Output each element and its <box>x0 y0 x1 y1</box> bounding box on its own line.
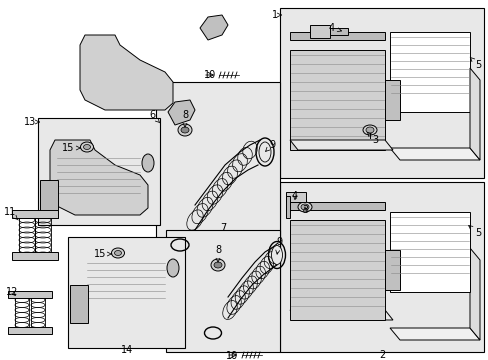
Bar <box>12 252 58 260</box>
Ellipse shape <box>83 144 90 149</box>
Bar <box>68 237 184 348</box>
Ellipse shape <box>167 259 179 277</box>
Polygon shape <box>469 68 479 160</box>
Bar <box>329 28 347 35</box>
Ellipse shape <box>111 248 124 258</box>
Text: 8: 8 <box>215 245 221 262</box>
Bar <box>285 196 289 218</box>
Text: 15: 15 <box>94 249 112 259</box>
Bar <box>389 212 469 292</box>
Text: 6: 6 <box>149 110 160 123</box>
Polygon shape <box>200 15 227 40</box>
Text: 4: 4 <box>328 23 341 33</box>
Text: 4: 4 <box>291 191 298 201</box>
Bar <box>280 8 483 178</box>
Ellipse shape <box>362 125 376 135</box>
Ellipse shape <box>271 246 282 265</box>
Bar <box>289 50 384 150</box>
Polygon shape <box>469 248 479 340</box>
Text: 5: 5 <box>469 57 480 70</box>
Bar <box>289 220 384 320</box>
Text: 11: 11 <box>4 207 18 220</box>
Text: 3: 3 <box>366 132 377 145</box>
Text: 13: 13 <box>24 117 39 127</box>
Text: 9: 9 <box>275 237 282 254</box>
Ellipse shape <box>301 204 308 210</box>
Bar <box>389 32 469 112</box>
Polygon shape <box>80 35 173 110</box>
Polygon shape <box>289 32 384 40</box>
Bar <box>280 182 483 352</box>
Bar <box>40 180 58 218</box>
Bar <box>309 25 329 38</box>
Bar <box>12 210 58 218</box>
Text: 7: 7 <box>220 223 225 233</box>
Ellipse shape <box>181 127 189 133</box>
Text: 14: 14 <box>121 345 133 355</box>
Text: 1: 1 <box>271 10 281 20</box>
Polygon shape <box>289 202 384 210</box>
Text: 10: 10 <box>203 70 216 80</box>
Polygon shape <box>389 328 479 340</box>
Bar <box>70 285 88 323</box>
Ellipse shape <box>259 142 270 162</box>
Text: 9: 9 <box>265 140 274 152</box>
Text: 10: 10 <box>225 351 238 360</box>
Ellipse shape <box>142 154 154 172</box>
Ellipse shape <box>214 262 222 268</box>
Ellipse shape <box>297 202 311 212</box>
Text: 5: 5 <box>468 225 480 238</box>
Polygon shape <box>289 310 392 320</box>
Bar <box>384 80 399 120</box>
Bar <box>8 327 52 334</box>
Polygon shape <box>168 100 195 125</box>
Bar <box>165 230 280 352</box>
Text: 3: 3 <box>301 205 307 215</box>
Text: 8: 8 <box>182 110 188 127</box>
Bar <box>8 291 52 298</box>
Text: 15: 15 <box>61 143 80 153</box>
Bar <box>38 118 160 225</box>
Ellipse shape <box>178 124 192 136</box>
Polygon shape <box>289 140 392 150</box>
Text: 2: 2 <box>378 350 385 360</box>
Ellipse shape <box>365 127 373 133</box>
Ellipse shape <box>81 142 93 152</box>
Ellipse shape <box>114 251 121 256</box>
Bar <box>384 250 399 290</box>
Ellipse shape <box>210 259 224 271</box>
Bar <box>285 192 305 202</box>
Bar <box>156 82 280 265</box>
Text: 12: 12 <box>6 287 18 297</box>
Polygon shape <box>50 140 148 215</box>
Polygon shape <box>389 148 479 160</box>
